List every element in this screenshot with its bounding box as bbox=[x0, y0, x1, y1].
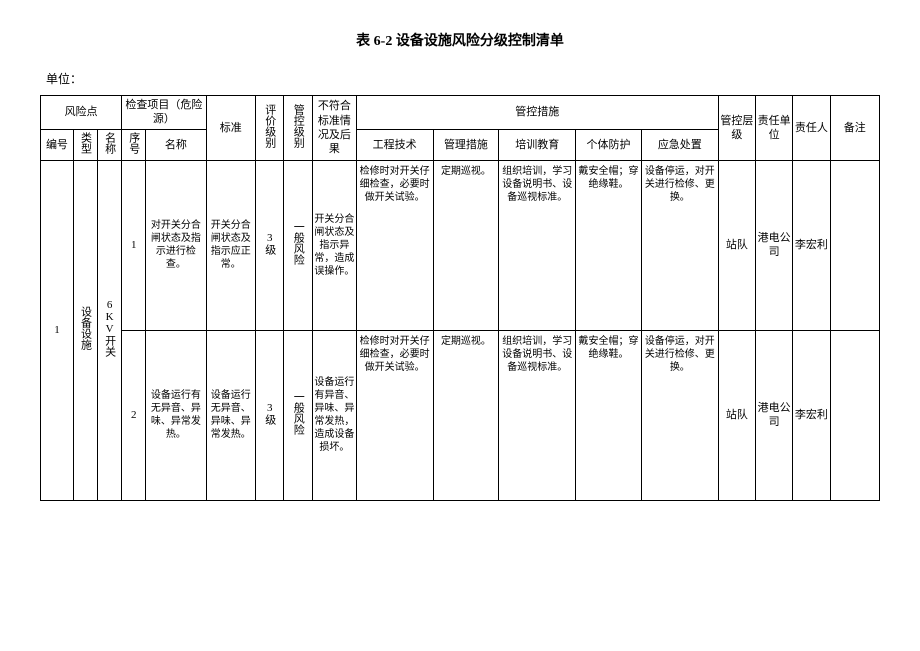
hdr-control-level-col: 管控级别 bbox=[284, 96, 313, 161]
cell-layer: 站队 bbox=[718, 330, 755, 500]
hdr-standard: 标准 bbox=[206, 96, 255, 161]
hdr-resp-person: 责任人 bbox=[793, 96, 830, 161]
hdr-item-name: 名称 bbox=[146, 129, 206, 160]
cell-person: 李宏利 bbox=[793, 330, 830, 500]
cell-group-seq: 1 bbox=[41, 160, 74, 500]
cell-control-level: 一般风险 bbox=[284, 330, 313, 500]
hdr-m-eng: 工程技术 bbox=[356, 129, 433, 160]
hdr-control-layer: 管控层级 bbox=[718, 96, 755, 161]
hdr-eval-level: 评价级别 bbox=[255, 96, 284, 161]
hdr-nonconform: 不符合标准情况及后果 bbox=[312, 96, 356, 161]
cell-m-emerg: 设备停运，对开关进行检修、更换。 bbox=[641, 160, 718, 330]
cell-eval-level: 3级 bbox=[255, 160, 284, 330]
hdr-m-manage: 管理措施 bbox=[433, 129, 499, 160]
hdr-check-item: 检查项目（危险源） bbox=[122, 96, 206, 130]
cell-unit: 港电公司 bbox=[756, 330, 793, 500]
risk-control-table: 风险点 检查项目（危险源） 标准 评价级别 管控级别 不符合标准情况及后果 管控… bbox=[40, 95, 880, 501]
cell-group-type: 设备设施 bbox=[73, 160, 97, 500]
cell-subseq: 1 bbox=[122, 160, 146, 330]
cell-m-ppe: 戴安全帽；穿绝缘鞋。 bbox=[576, 330, 642, 500]
cell-standard: 设备运行无异音、异味、异常发热。 bbox=[206, 330, 255, 500]
hdr-seq: 编号 bbox=[41, 129, 74, 160]
hdr-type: 类型 bbox=[73, 129, 97, 160]
hdr-m-ppe: 个体防护 bbox=[576, 129, 642, 160]
cell-m-emerg: 设备停运，对开关进行检修、更换。 bbox=[641, 330, 718, 500]
cell-nonconform: 开关分合闸状态及指示异常，造成误操作。 bbox=[312, 160, 356, 330]
hdr-resp-unit: 责任单位 bbox=[756, 96, 793, 161]
cell-group-name: 6KV开关 bbox=[98, 160, 122, 500]
cell-m-ppe: 戴安全帽；穿绝缘鞋。 bbox=[576, 160, 642, 330]
hdr-name: 名称 bbox=[98, 129, 122, 160]
cell-item: 对开关分合闸状态及指示进行检查。 bbox=[146, 160, 206, 330]
unit-label: 单位： bbox=[40, 70, 880, 87]
table-row: 2 设备运行有无异音、异味、异常发热。 设备运行无异音、异味、异常发热。 3级 … bbox=[41, 330, 880, 500]
hdr-measures: 管控措施 bbox=[356, 96, 718, 130]
cell-standard: 开关分合闸状态及指示应正常。 bbox=[206, 160, 255, 330]
hdr-subseq: 序号 bbox=[122, 129, 146, 160]
cell-control-level: 一般风险 bbox=[284, 160, 313, 330]
cell-remark bbox=[830, 160, 879, 330]
cell-nonconform: 设备运行有异音、异味、异常发热，造成设备损坏。 bbox=[312, 330, 356, 500]
cell-remark bbox=[830, 330, 879, 500]
cell-person: 李宏利 bbox=[793, 160, 830, 330]
cell-subseq: 2 bbox=[122, 330, 146, 500]
cell-m-eng: 检修时对开关仔细检查，必要时做开关试验。 bbox=[356, 160, 433, 330]
cell-layer: 站队 bbox=[718, 160, 755, 330]
cell-m-manage: 定期巡视。 bbox=[433, 160, 499, 330]
hdr-risk-point: 风险点 bbox=[41, 96, 122, 130]
hdr-remark: 备注 bbox=[830, 96, 879, 161]
table-row: 1 设备设施 6KV开关 1 对开关分合闸状态及指示进行检查。 开关分合闸状态及… bbox=[41, 160, 880, 330]
cell-eval-level: 3级 bbox=[255, 330, 284, 500]
hdr-m-train: 培训教育 bbox=[499, 129, 576, 160]
cell-m-eng: 检修时对开关仔细检查，必要时做开关试验。 bbox=[356, 330, 433, 500]
cell-m-manage: 定期巡视。 bbox=[433, 330, 499, 500]
hdr-m-emerg: 应急处置 bbox=[641, 129, 718, 160]
page-title: 表 6-2 设备设施风险分级控制清单 bbox=[40, 30, 880, 50]
cell-item: 设备运行有无异音、异味、异常发热。 bbox=[146, 330, 206, 500]
cell-m-train: 组织培训，学习设备说明书、设备巡视标准。 bbox=[499, 160, 576, 330]
cell-unit: 港电公司 bbox=[756, 160, 793, 330]
cell-m-train: 组织培训，学习设备说明书、设备巡视标准。 bbox=[499, 330, 576, 500]
